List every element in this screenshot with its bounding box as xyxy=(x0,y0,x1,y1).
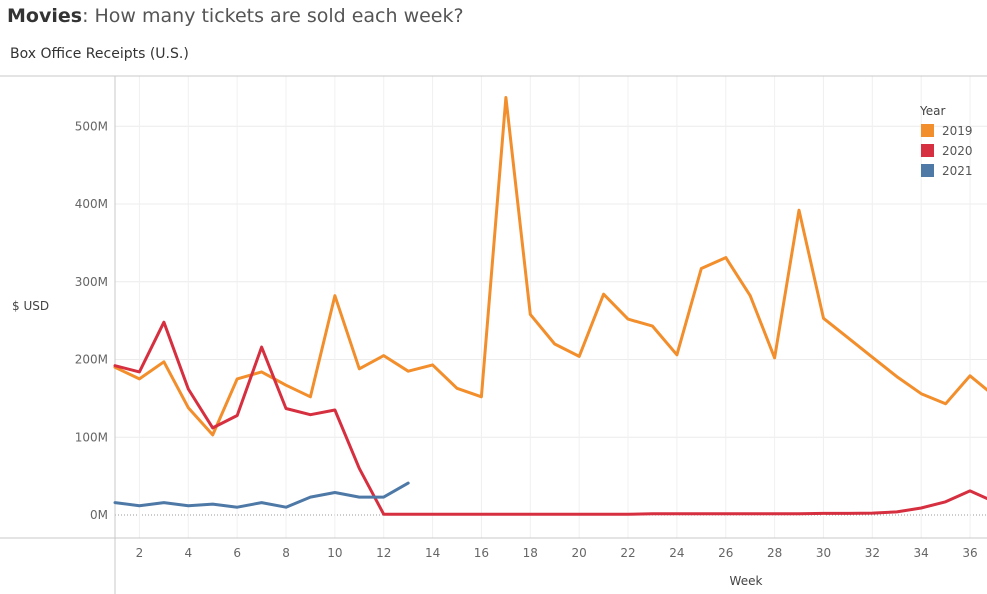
x-axis-ticks: 2 4 6 8 10 12 14 16 18 20 22 24 26 28 30 32 34 36 xyxy=(136,546,978,560)
chart-frame xyxy=(0,75,987,594)
x-tick-label: 18 xyxy=(523,546,538,560)
x-tick-label: 6 xyxy=(233,546,241,560)
chart-title: Box Office Receipts (U.S.) xyxy=(10,46,189,62)
x-tick-label: 10 xyxy=(327,546,342,560)
page-title: Movies: How many tickets are sold each w… xyxy=(7,5,464,27)
x-tick-label: 36 xyxy=(962,546,977,560)
y-axis-label: $ USD xyxy=(12,299,49,313)
grid-lines xyxy=(115,76,987,538)
legend-item-2021[interactable]: 2021 xyxy=(921,164,973,178)
x-tick-label: 24 xyxy=(669,546,684,560)
series-line-2021[interactable] xyxy=(113,481,410,509)
series-line-2020[interactable] xyxy=(113,320,987,516)
x-tick-label: 12 xyxy=(376,546,391,560)
x-tick-label: 16 xyxy=(474,546,489,560)
x-axis-label: Week xyxy=(730,574,763,588)
legend-label: 2021 xyxy=(942,164,973,178)
y-axis-ticks: 0M 100M 200M 300M 400M 500M xyxy=(75,119,108,522)
y-tick-label: 500M xyxy=(75,119,108,133)
x-tick-label: 28 xyxy=(767,546,782,560)
y-tick-label: 400M xyxy=(75,197,108,211)
page-title-topic: Movies xyxy=(7,5,83,27)
x-tick-label: 34 xyxy=(914,546,929,560)
page-title-question: : How many tickets are sold each week? xyxy=(82,5,464,27)
y-tick-label: 100M xyxy=(75,430,108,444)
x-tick-label: 8 xyxy=(282,546,290,560)
x-tick-label: 20 xyxy=(572,546,587,560)
x-tick-label: 14 xyxy=(425,546,440,560)
x-tick-label: 32 xyxy=(865,546,880,560)
x-tick-label: 2 xyxy=(136,546,144,560)
legend-swatch xyxy=(921,144,934,157)
y-tick-label: 200M xyxy=(75,353,108,367)
legend-title: Year xyxy=(919,104,945,118)
legend[interactable]: Year 2019 2020 2021 xyxy=(919,104,973,178)
series-line-2019[interactable] xyxy=(113,96,987,437)
legend-label: 2019 xyxy=(942,124,973,138)
x-tick-label: 26 xyxy=(718,546,733,560)
y-tick-label: 300M xyxy=(75,275,108,289)
y-tick-label: 0M xyxy=(90,508,108,522)
legend-swatch xyxy=(921,164,934,177)
x-tick-label: 22 xyxy=(620,546,635,560)
x-tick-label: 30 xyxy=(816,546,831,560)
legend-label: 2020 xyxy=(942,144,973,158)
series-lines xyxy=(113,96,987,516)
legend-item-2020[interactable]: 2020 xyxy=(921,144,973,158)
legend-swatch xyxy=(921,124,934,137)
legend-item-2019[interactable]: 2019 xyxy=(921,124,973,138)
x-tick-label: 4 xyxy=(184,546,192,560)
